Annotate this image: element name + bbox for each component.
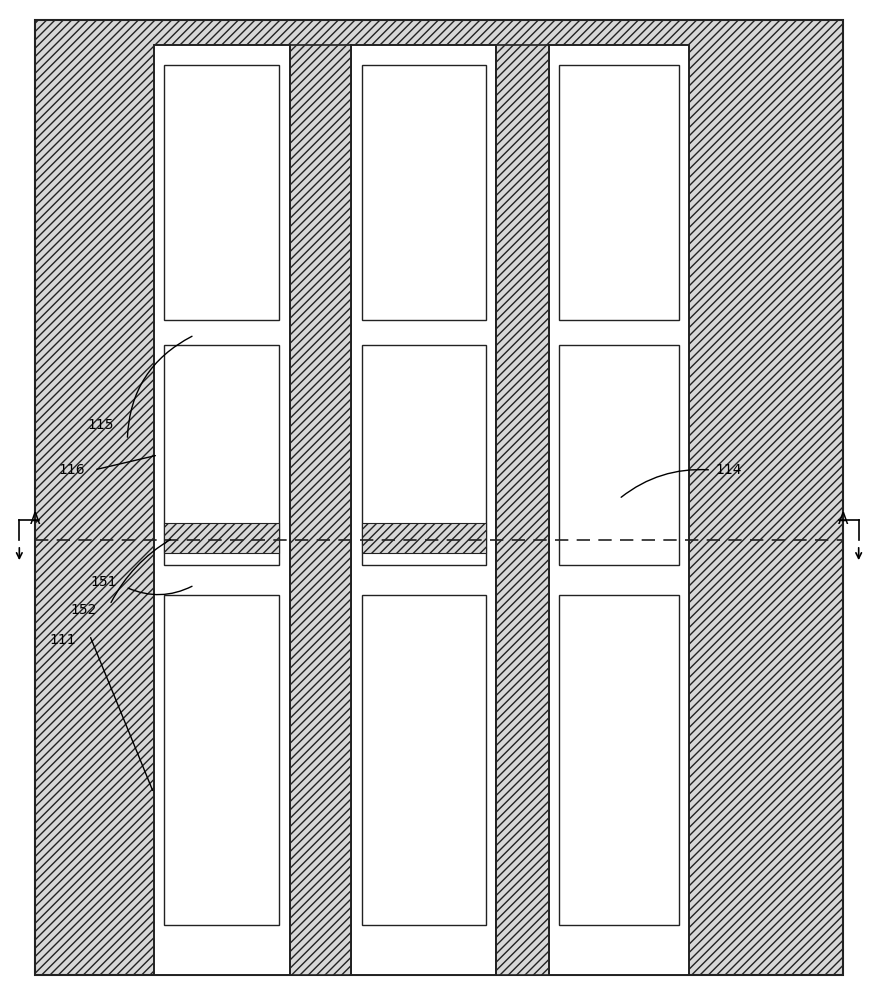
Bar <box>164 523 279 553</box>
Text: 116: 116 <box>59 463 85 477</box>
Text: 111: 111 <box>50 633 76 647</box>
Bar <box>361 345 485 565</box>
Bar <box>559 595 678 925</box>
Bar <box>153 45 289 975</box>
Text: 152: 152 <box>70 603 96 617</box>
Bar <box>351 45 496 975</box>
Bar <box>361 65 485 320</box>
Bar <box>559 65 678 320</box>
Bar <box>153 45 289 975</box>
Bar <box>361 523 485 553</box>
Bar <box>164 65 279 320</box>
Text: A: A <box>30 512 40 528</box>
Text: 114: 114 <box>715 463 741 477</box>
Bar <box>548 45 688 975</box>
Bar <box>559 345 678 565</box>
Bar <box>164 345 279 565</box>
Bar <box>351 45 496 975</box>
Bar <box>164 595 279 925</box>
Bar <box>548 45 688 975</box>
Bar <box>496 45 548 975</box>
Text: 151: 151 <box>90 575 117 589</box>
Bar <box>289 45 351 975</box>
Text: 115: 115 <box>88 418 114 432</box>
Bar <box>361 595 485 925</box>
Text: A: A <box>837 512 847 528</box>
